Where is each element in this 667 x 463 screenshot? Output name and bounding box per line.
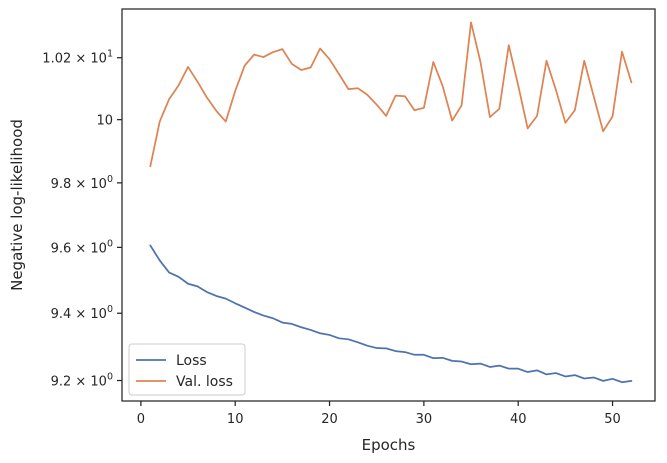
legend: Loss Val. loss	[128, 343, 246, 396]
y-axis-ticks: 9.2 × 100 9.4 × 100 9.6 × 100 9.8 × 100 10 1.…	[42, 49, 122, 390]
legend-label-val-loss: Val. loss	[176, 374, 233, 390]
x-axis-title: Epochs	[362, 436, 416, 454]
y-tick-label: 1.02 × 101	[42, 49, 113, 67]
y-tick-label: 9.4 × 100	[51, 304, 113, 322]
x-tick-label: 10	[227, 412, 244, 427]
x-tick-label: 30	[416, 412, 433, 427]
series-line-loss	[149, 244, 633, 384]
y-tick-label: 9.6 × 100	[51, 238, 113, 256]
y-tick-label: 9.8 × 100	[51, 174, 113, 192]
x-tick-label: 0	[137, 412, 145, 427]
series-layer	[149, 21, 633, 384]
plot-area	[121, 8, 656, 402]
x-tick-label: 20	[321, 412, 338, 427]
legend-box	[128, 343, 246, 396]
x-tick-label: 50	[604, 412, 621, 427]
y-axis-title: Negative log-likelihood	[8, 119, 26, 291]
y-tick-label: 10	[96, 114, 113, 129]
y-tick-label: 9.2 × 100	[51, 372, 113, 390]
x-tick-label: 40	[510, 412, 527, 427]
series-line-val-loss	[149, 21, 633, 168]
x-axis-ticks: 0 10 20 30 40 50	[137, 401, 621, 427]
legend-label-loss: Loss	[176, 353, 207, 369]
